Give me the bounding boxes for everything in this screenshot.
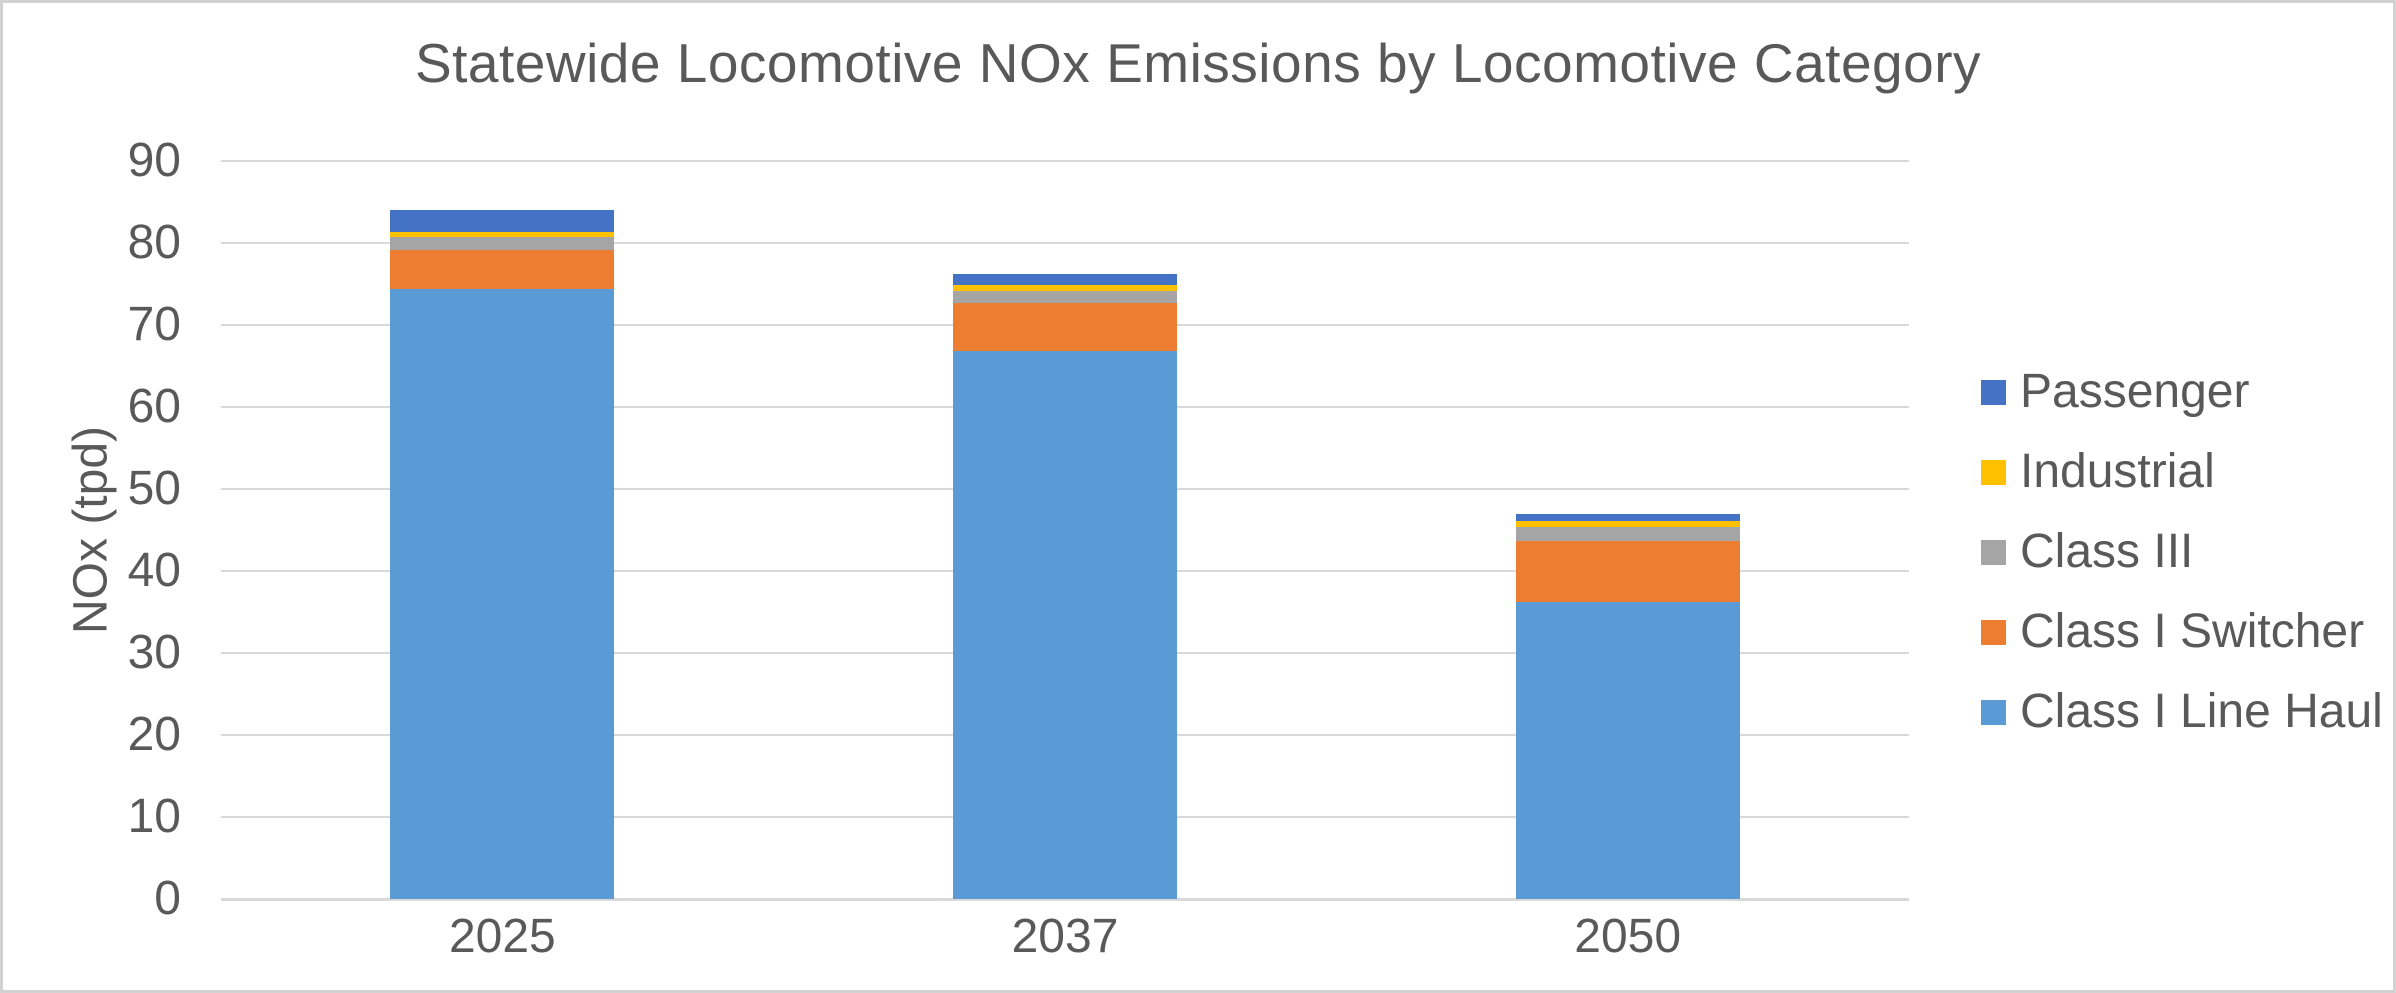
legend-swatch-icon: [1981, 379, 2006, 405]
legend-swatch-icon: [1981, 459, 2006, 485]
x-category-label: 2050: [1574, 910, 1682, 963]
x-axis-line: [221, 898, 1909, 901]
legend-swatch-icon: [1981, 539, 2006, 565]
legend-item: Industrial: [1981, 446, 2215, 498]
chart-title: Statewide Locomotive NOx Emissions by Lo…: [414, 32, 1982, 94]
bar-segment: [390, 250, 615, 289]
x-category-label: 2037: [1011, 910, 1119, 963]
legend-label: Passenger: [2020, 365, 2250, 418]
bar-segment: [1515, 513, 1740, 521]
y-tick-label: 10: [127, 790, 181, 843]
stacked-bar-2050: [1515, 513, 1740, 899]
x-category-label: 2025: [448, 910, 556, 963]
bar-segment: [953, 290, 1177, 303]
legend-label: Class III: [2020, 525, 2194, 578]
bar-segment: [1515, 521, 1740, 527]
bar-segment: [1515, 526, 1740, 541]
y-tick-label: 90: [127, 134, 181, 187]
legend-item: Passenger: [1981, 366, 2249, 418]
stacked-bar-2037: [953, 274, 1177, 899]
y-tick-label: 30: [127, 626, 181, 679]
bar-segment: [1515, 602, 1740, 899]
y-tick-label: 0: [154, 872, 181, 925]
y-tick-label: 20: [127, 708, 181, 761]
bar-segment: [390, 231, 615, 238]
bar-segment: [953, 284, 1177, 291]
legend-label: Class I Switcher: [2020, 605, 2365, 658]
legend-item: Class III: [1981, 526, 2193, 578]
y-tick-label: 70: [127, 298, 181, 351]
bar-segment: [953, 274, 1177, 285]
y-tick-label: 60: [127, 380, 181, 433]
legend-swatch-icon: [1981, 619, 2006, 645]
stacked-bar-2025: [390, 210, 615, 899]
y-axis-title: NOx (tpd): [64, 425, 118, 635]
bar-segment: [953, 302, 1177, 352]
bar-segment: [390, 237, 615, 251]
gridline: [221, 242, 1909, 244]
bar-segment: [953, 351, 1177, 899]
y-tick-label: 50: [127, 462, 181, 515]
bar-segment: [390, 210, 615, 232]
legend-item: Class I Switcher: [1981, 606, 2364, 658]
legend-swatch-icon: [1981, 699, 2006, 725]
legend-item: Class I Line Haul: [1981, 686, 2383, 738]
legend-label: Class I Line Haul: [2020, 685, 2383, 738]
bar-segment: [1515, 540, 1740, 603]
plot-area: [221, 160, 1909, 901]
y-tick-label: 40: [127, 544, 181, 597]
y-tick-label: 80: [127, 216, 181, 269]
legend-label: Industrial: [2020, 445, 2215, 498]
gridline: [221, 160, 1909, 162]
bar-segment: [390, 288, 615, 899]
